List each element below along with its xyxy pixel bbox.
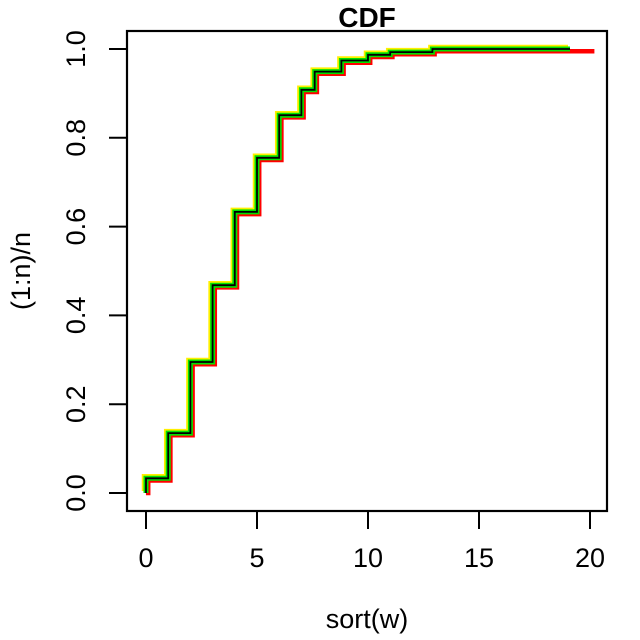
x-axis-ticks: 0 5 10 15 20 [138, 512, 605, 573]
y-tick-label: 0.6 [61, 208, 91, 246]
red-cdf-curve [145, 48, 595, 496]
y-tick-label: 0.0 [61, 474, 91, 512]
green-cdf-curve [143, 46, 570, 493]
y-tick-label: 0.8 [61, 119, 91, 157]
plot-title: CDF [338, 2, 396, 33]
x-tick-label: 20 [575, 543, 605, 573]
y-axis-label: (1:n)/n [6, 232, 36, 310]
y-tick-label: 0.4 [61, 297, 91, 335]
yellow-cdf-curve [141, 44, 568, 491]
y-tick-label: 0.2 [61, 385, 91, 423]
x-axis-label: sort(w) [326, 604, 409, 634]
x-tick-label: 10 [353, 543, 383, 573]
y-tick-label: 1.0 [61, 30, 91, 68]
y-axis-ticks: 0.0 0.2 0.4 0.6 0.8 1.0 [61, 30, 126, 512]
x-tick-label: 15 [464, 543, 494, 573]
x-tick-label: 0 [138, 543, 153, 573]
x-tick-label: 5 [249, 543, 264, 573]
black-cdf-curve [145, 48, 570, 493]
plot-border [125, 29, 609, 513]
cdf-curves [141, 44, 595, 496]
